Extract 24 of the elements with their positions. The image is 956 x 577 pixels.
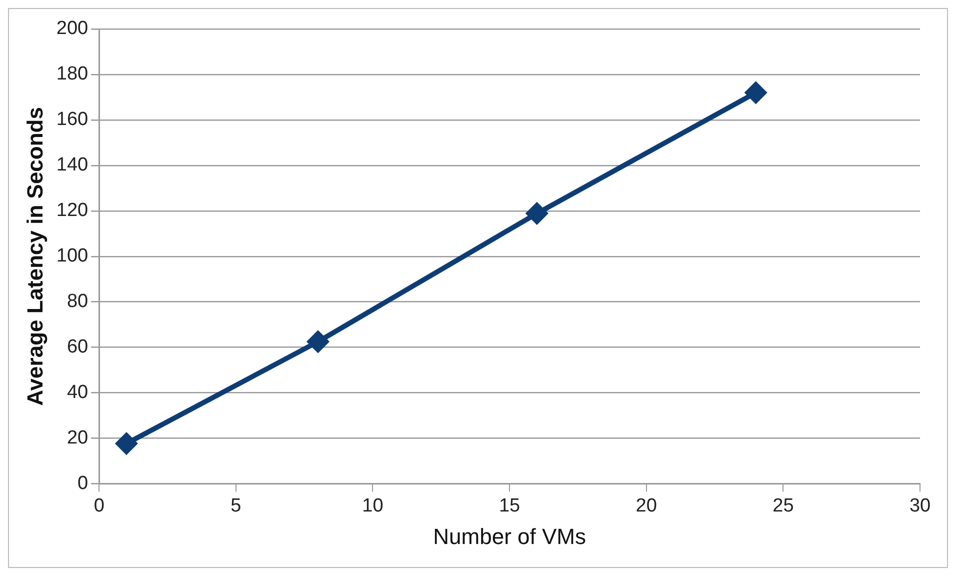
- y-tick-label: 0: [78, 473, 88, 494]
- x-axis-title: Number of VMs: [433, 524, 586, 549]
- x-tick-label: 15: [498, 495, 520, 516]
- y-tick-label: 120: [56, 200, 88, 222]
- y-tick-label: 180: [56, 64, 88, 85]
- y-tick-label: 100: [56, 246, 88, 267]
- y-tick-label: 60: [66, 336, 88, 358]
- x-tick-label: 10: [362, 495, 384, 516]
- y-tick-label: 80: [66, 291, 88, 312]
- x-tick-label: 5: [230, 495, 242, 516]
- x-tick-label: 30: [909, 495, 931, 516]
- point: [116, 433, 137, 454]
- x-tick-label: 20: [636, 495, 657, 516]
- y-tick-label: 20: [66, 428, 88, 449]
- point: [745, 82, 766, 104]
- x-tick-label: 25: [772, 495, 794, 516]
- y-tick-label: 160: [56, 109, 88, 130]
- x-tick-label: 0: [94, 495, 104, 516]
- y-tick-label: 40: [66, 382, 88, 404]
- y-tick-label: 140: [56, 154, 88, 176]
- y-axis-title: Average Latency in Seconds: [22, 107, 48, 406]
- point: [526, 202, 548, 224]
- y-tick-label: 200: [56, 18, 88, 40]
- point: [308, 331, 329, 352]
